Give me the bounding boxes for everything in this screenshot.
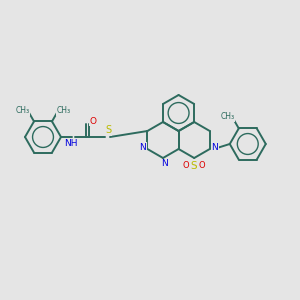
- Text: CH₃: CH₃: [220, 112, 234, 122]
- Text: NH: NH: [64, 140, 78, 148]
- Text: O: O: [183, 161, 190, 170]
- Text: CH₃: CH₃: [15, 106, 30, 116]
- Text: O: O: [199, 161, 206, 170]
- Text: N: N: [139, 142, 146, 152]
- Text: N: N: [212, 142, 218, 152]
- Text: CH₃: CH₃: [56, 106, 70, 116]
- Text: S: S: [105, 125, 111, 135]
- Text: O: O: [89, 116, 97, 125]
- Text: N: N: [160, 160, 167, 169]
- Text: S: S: [191, 161, 197, 171]
